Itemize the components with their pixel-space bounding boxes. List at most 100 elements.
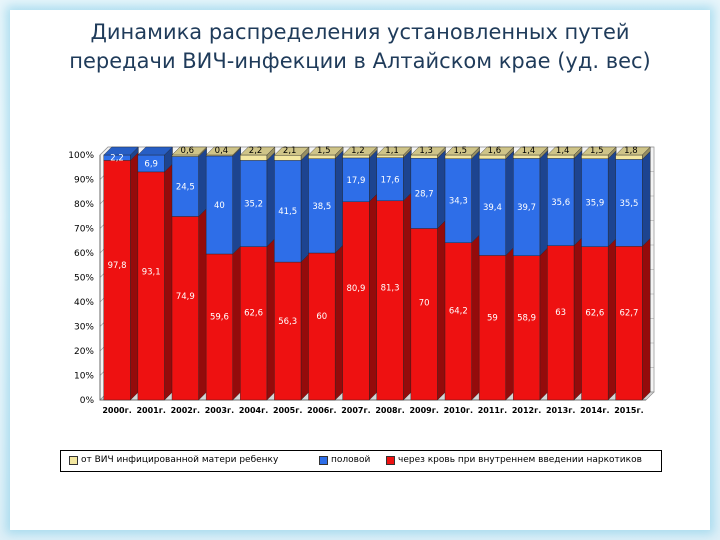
data-label-sexual: 40 — [214, 201, 225, 211]
data-label-blood: 63 — [555, 308, 566, 318]
bar-side-blood — [300, 253, 310, 401]
bar-top — [103, 146, 139, 156]
bar-top — [273, 147, 310, 156]
bar-sexual — [376, 157, 404, 202]
bar-blood — [444, 242, 472, 401]
data-label-sexual: 35,9 — [585, 199, 604, 209]
bar-side-sexual — [300, 151, 310, 263]
bar-blood — [205, 253, 233, 401]
bar-side-blood — [232, 245, 241, 401]
bar-top — [478, 146, 515, 156]
bar-side-sexual — [369, 149, 378, 203]
x-tick-label: 2006г. — [307, 406, 336, 415]
bar-sexual — [171, 156, 199, 217]
y-tick-label: 0% — [80, 396, 95, 406]
data-label-sexual: 34,3 — [449, 197, 468, 207]
legend-item-mother: от ВИЧ инфицированной матери ребенку — [69, 455, 278, 465]
bar-side-sexual — [198, 147, 207, 217]
data-label-blood: 93,1 — [142, 268, 161, 278]
data-label-blood: 59 — [487, 313, 498, 323]
bar-side-blood — [437, 220, 446, 401]
bar-side-sexual — [607, 150, 617, 248]
data-label-sexual: 6,9 — [144, 159, 158, 169]
bar-side-blood — [130, 151, 139, 401]
legend-swatch-mother — [69, 455, 78, 465]
data-label-sexual: 28,7 — [415, 189, 434, 199]
bar-sexual — [240, 160, 268, 247]
bar-side-blood — [642, 237, 651, 401]
y-tick-label: 90% — [74, 176, 94, 186]
x-tick-label: 2002г. — [171, 406, 200, 415]
bar-blood — [171, 216, 199, 401]
legend-swatch-sexual — [319, 455, 328, 465]
bar-top — [410, 146, 446, 156]
bar-blood — [376, 200, 404, 401]
x-tick-label: 2015г. — [614, 406, 643, 415]
bar-blood — [274, 261, 302, 401]
data-label-sexual: 35,5 — [619, 199, 638, 209]
bar-blood — [615, 246, 643, 401]
y-tick-label: 30% — [74, 323, 94, 333]
bar-blood — [410, 228, 438, 401]
data-label-mother: 2,2 — [249, 146, 263, 156]
data-label-mother: 1,5 — [454, 146, 468, 156]
y-tick-label: 10% — [74, 372, 94, 382]
x-tick-label: 2007г. — [341, 406, 370, 415]
x-tick-label: 2009г. — [409, 406, 438, 415]
data-label-mother: 1,5 — [590, 146, 604, 156]
bar-side-blood — [471, 234, 480, 401]
data-label-blood: 60 — [316, 312, 327, 322]
bar-top — [171, 146, 208, 156]
bar-top — [137, 146, 173, 156]
bar-blood — [342, 201, 370, 401]
y-tick-label: 70% — [74, 225, 94, 235]
data-label-sexual: 35,6 — [551, 198, 570, 208]
data-label-mother: 1,8 — [624, 146, 638, 156]
grid-diagonal — [99, 146, 109, 156]
bar-side-sexual — [232, 147, 241, 255]
bar-blood — [240, 246, 268, 401]
title-line-2: передачи ВИЧ-инфекции в Алтайском крае (… — [69, 49, 651, 73]
bar-top — [376, 146, 412, 156]
bar-top — [239, 146, 276, 156]
data-label-blood: 97,8 — [108, 261, 127, 271]
x-tick-label: 2012г. — [512, 406, 541, 415]
bar-side-sexual — [403, 149, 412, 202]
title-line-1: Динамика распределения установленных пут… — [90, 20, 630, 44]
data-label-sexual: 17,9 — [346, 176, 365, 186]
x-tick-label: 2013г. — [546, 406, 575, 415]
bar-blood — [547, 245, 575, 401]
bar-blood — [137, 171, 165, 401]
x-tick-label: 2014г. — [580, 406, 609, 415]
data-label-blood: 59,6 — [210, 313, 229, 323]
bar-sexual — [581, 158, 609, 247]
bar-side-sexual — [334, 150, 344, 254]
x-tick-label: 2011г. — [478, 406, 507, 415]
y-tick-label: 20% — [74, 347, 94, 357]
bar-sexual — [478, 158, 506, 256]
data-label-blood: 58,9 — [517, 314, 536, 324]
data-label-mother: 1,4 — [556, 146, 570, 156]
bar-top — [581, 146, 617, 156]
bar-side-sexual — [437, 149, 446, 229]
bar-blood — [581, 246, 609, 401]
data-label-blood: 64,2 — [449, 306, 468, 316]
bar-top — [512, 146, 549, 156]
bar-sexual — [205, 155, 233, 255]
bar-sexual — [308, 158, 336, 254]
y-tick-label: 60% — [74, 249, 94, 259]
x-tick-label: 2005г. — [273, 406, 302, 415]
data-label-blood: 81,3 — [381, 283, 400, 293]
bar-top — [444, 146, 481, 156]
bar-side-blood — [505, 246, 514, 401]
bar-side-blood — [369, 193, 378, 401]
data-label-mother: 1,6 — [488, 146, 502, 156]
bar-sexual — [547, 158, 575, 246]
data-label-blood: 62,6 — [244, 309, 263, 319]
bar-sexual — [410, 157, 438, 229]
y-tick-label: 100% — [68, 151, 94, 161]
bar-top — [342, 146, 378, 156]
bar-blood — [478, 255, 506, 401]
data-label-sexual: 41,5 — [278, 207, 297, 217]
bar-sexual — [342, 157, 370, 202]
